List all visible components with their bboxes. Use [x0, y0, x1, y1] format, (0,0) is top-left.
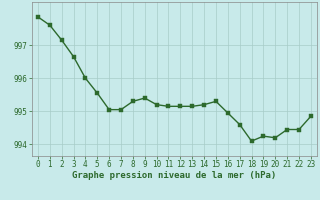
X-axis label: Graphe pression niveau de la mer (hPa): Graphe pression niveau de la mer (hPa) [72, 171, 276, 180]
